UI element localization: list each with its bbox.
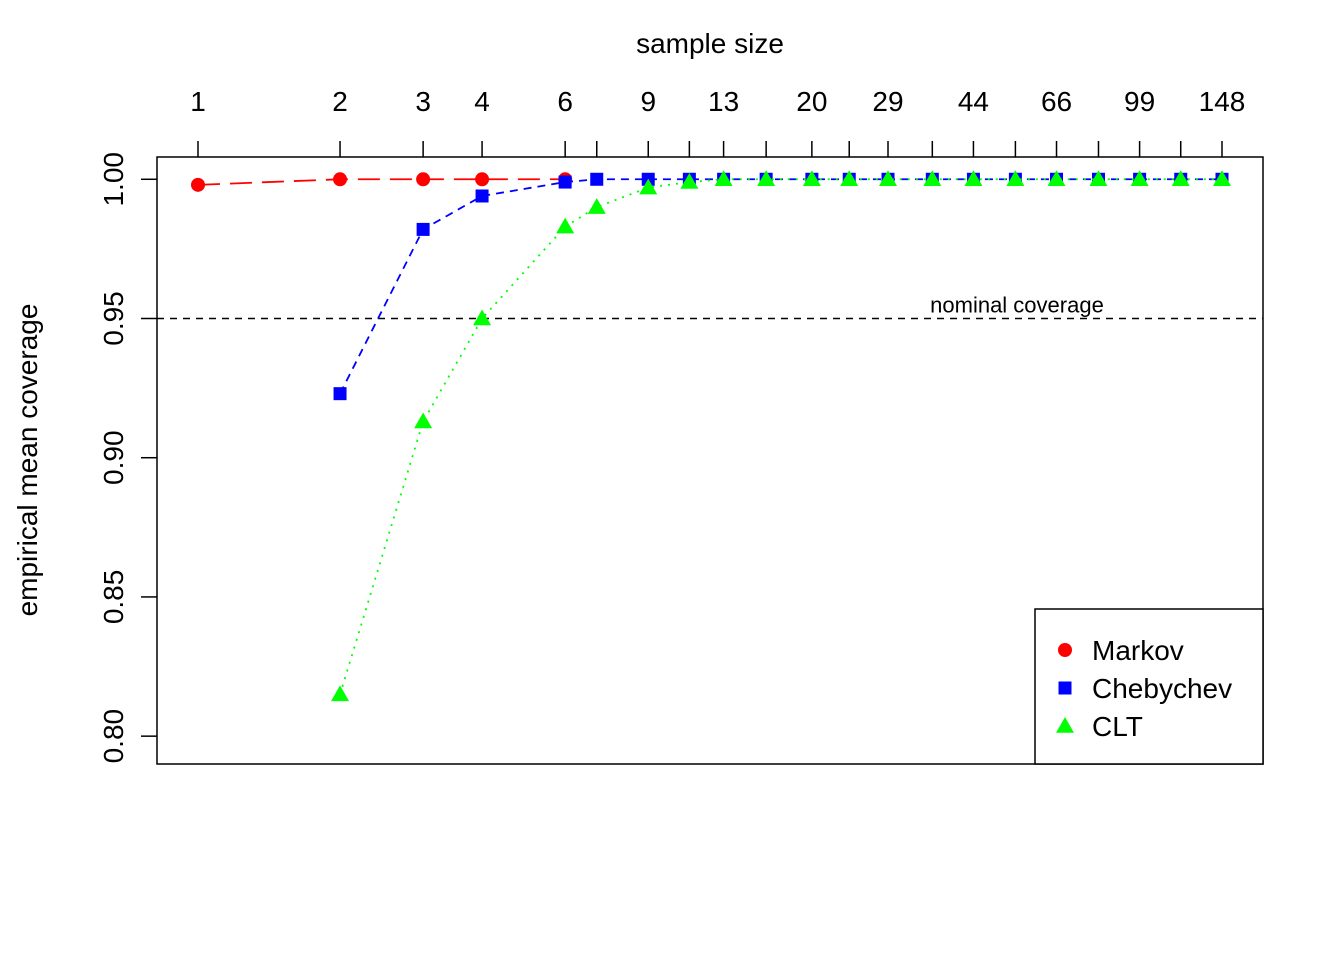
x-axis-title: sample size [636,28,784,59]
clt-point [1047,170,1066,187]
series-markov [191,172,573,192]
markov-point [191,177,205,192]
clt-point [1213,170,1231,187]
x-tick-label: 148 [1199,86,1246,117]
x-tick-label: 1 [190,86,206,117]
clt-point [964,170,983,187]
nominal-coverage-label: nominal coverage [930,292,1104,317]
x-tick-label: 29 [872,86,903,117]
legend-clt-label: CLT [1092,711,1143,742]
clt-point [714,170,733,187]
chebychev-point [475,189,489,203]
clt-point [414,412,433,429]
chebychev-line [339,178,1222,395]
x-tick-label: 20 [796,86,827,117]
x-tick-label: 6 [557,86,573,117]
clt-point [587,198,606,214]
x-tick-label: 44 [958,86,989,117]
clt-point [1089,170,1108,187]
clt-point [1006,170,1025,187]
legend-chebychev-label: Chebychev [1092,673,1232,704]
y-tick-label: 0.95 [98,291,129,346]
clt-point [639,178,658,195]
chebychev-point [416,222,430,236]
markov-point [333,172,348,187]
y-tick-label: 0.90 [98,430,129,485]
y-axis-title: empirical mean coverage [12,304,43,617]
legend-clt-marker [1056,717,1074,733]
x-tick-label: 4 [474,86,490,117]
clt-point [680,173,699,189]
markov-point [416,172,431,187]
chebychev-point [333,387,347,401]
x-tick-label: 99 [1124,86,1155,117]
clt-point [1171,170,1190,187]
clt-point [923,170,942,187]
clt-point [331,685,350,702]
legend: Markov Chebychev CLT [1034,608,1264,765]
markov-line [197,178,566,186]
y-axis: 0.80 0.85 0.90 0.95 1.00 [98,152,157,763]
clt-point [556,217,575,234]
series-group [191,170,1231,702]
plot-frame [156,156,1264,765]
clt-point [802,170,821,187]
legend-markov-marker [1058,643,1072,657]
clt-point [473,309,492,326]
legend-box [1034,608,1264,765]
chebychev-point [590,172,604,186]
clt-point [757,170,776,187]
series-chebychev [333,172,1229,401]
x-axis: 1 2 3 4 6 9 13 20 29 44 66 99 148 [190,86,1245,157]
clt-point [879,170,898,187]
reference-line-group: nominal coverage [157,292,1263,320]
y-tick-label: 0.80 [98,709,129,764]
x-tick-label: 9 [640,86,656,117]
clt-point [840,170,859,187]
x-tick-label: 3 [415,86,431,117]
x-tick-label: 2 [332,86,348,117]
x-tick-label: 13 [708,86,739,117]
y-tick-label: 1.00 [98,152,129,207]
chebychev-point [558,175,572,189]
clt-point [1130,170,1149,187]
series-clt [331,170,1231,702]
markov-point [475,172,490,187]
x-tick-label: 66 [1041,86,1072,117]
legend-markov-label: Markov [1092,635,1184,666]
y-tick-label: 0.85 [98,570,129,625]
legend-chebychev-marker [1058,681,1072,695]
